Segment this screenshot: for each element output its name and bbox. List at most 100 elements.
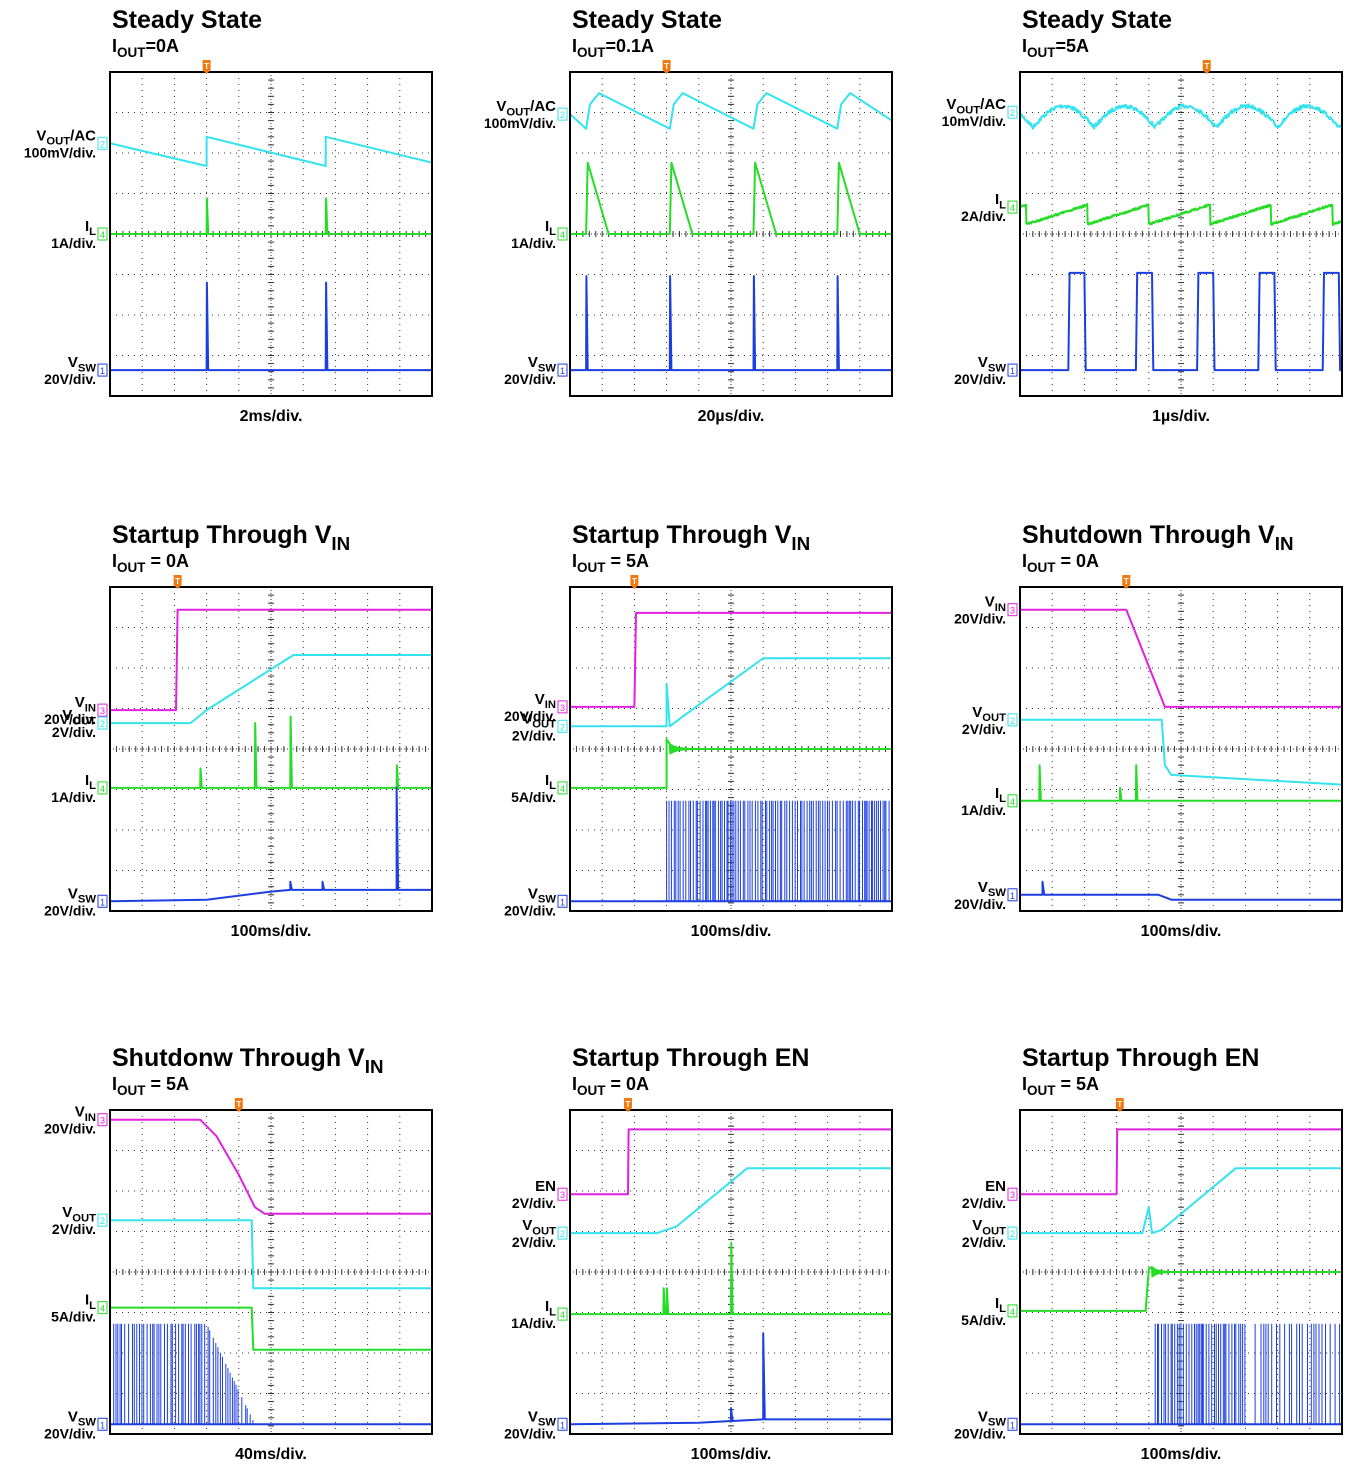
panel-subtitle: IOUT = 0A [112,551,189,575]
channel-name-subscript: OUT [532,1225,556,1237]
channel-name-subscript: L [549,1306,556,1318]
channel-name-main: V [36,127,46,144]
waveform [1020,1167,1342,1235]
panel-subtitle-suffix: = 0A [1056,551,1100,571]
channel-number: 2 [1010,1229,1015,1239]
panel-title-subscript: IN [365,1056,384,1077]
channel-badge [1007,713,1018,727]
channel-scale: 20V/div. [44,711,96,727]
channel-scale: 5A/div. [511,789,556,805]
panel-subtitle-main: I [572,1074,577,1094]
panel-subtitle-suffix: =5A [1056,36,1090,56]
channel-name: VIN [985,594,1006,614]
panel-title: Startup Through EN [572,1044,809,1072]
waveform [110,1118,432,1215]
screen-frame [109,586,433,912]
channel-name: IL [995,785,1006,805]
channel-name: EN [985,1178,1006,1195]
channel-scale: 100mV/div. [484,115,556,131]
waveform [570,738,892,789]
panel-title-main: Startup Through V [112,521,332,549]
channel-scale: 20V/div. [954,896,1006,912]
channel-name-subscript: IN [995,602,1006,614]
channel-number: 2 [1010,108,1015,118]
channel-scale: 20V/div. [504,371,556,387]
channel-name: VOUT [972,704,1006,724]
channel-name: IL [545,772,556,792]
channel-name: IL [85,1292,96,1312]
panel-subtitle: IOUT = 0A [572,1074,649,1098]
trigger-marker [202,60,211,74]
channel-badge [97,363,108,377]
channel-number: 1 [1010,366,1015,376]
scope-screen [109,71,433,397]
waveform [569,1332,892,1426]
switching-burst [666,800,893,902]
channel-name: VSW [528,354,557,374]
trigger-label: T [626,1100,631,1109]
screen-frame [569,71,893,397]
panel-title-subscript: IN [331,533,350,554]
channel-name-main: I [545,1298,549,1315]
switching-burst [1154,1323,1246,1425]
panel-subtitle-main: I [112,551,117,571]
channel-number: 4 [100,1304,105,1314]
waveform [109,135,433,167]
screen-frame [1019,71,1343,397]
channel-name: VIN [535,691,556,711]
channel-name-main: I [995,191,999,208]
channel-name-suffix: /AC [980,96,1006,113]
panel-title-main: Steady State [112,6,262,34]
waveform [570,1241,892,1316]
channel-scale: 2V/div. [52,724,96,740]
panel-title-main: Startup Through EN [1022,1044,1259,1072]
panel-subtitle: IOUT = 0A [1022,551,1099,575]
channel-number: 3 [100,1116,105,1126]
channel-name-main: V [496,98,506,115]
trigger-marker [662,60,671,74]
channel-name: VSW [978,879,1007,899]
trigger-marker [1122,575,1131,589]
panel-title: Steady State [112,6,262,34]
channel-scale: 2V/div. [962,721,1006,737]
channel-number: 1 [1010,891,1015,901]
panel-title: Shutdown Through VIN [1022,521,1293,554]
channel-scale: 1A/div. [961,802,1006,818]
waveform [1020,880,1342,901]
channel-name: IL [85,218,96,238]
channel-number: 3 [1010,1190,1015,1200]
channel-name-subscript: OUT [982,712,1006,724]
channel-name-subscript: OUT [46,135,70,147]
panel-subtitle-suffix: = 0A [146,551,190,571]
channel-name: VOUT [522,1217,556,1237]
panel-subtitle: IOUT = 5A [572,551,649,575]
trigger-marker [1115,1098,1124,1112]
channel-number: 2 [560,110,565,120]
channel-number: 3 [1010,606,1015,616]
channel-name-main: V [528,885,538,902]
channel-number: 1 [100,366,105,376]
channel-number: 4 [560,230,565,240]
panel-subtitle-main: I [1022,551,1027,571]
channel-name-subscript: OUT [982,1225,1006,1237]
panel-subtitle-subscript: OUT [1027,560,1056,575]
channel-name-main: V [528,1408,538,1425]
channel-name-subscript: L [549,780,556,792]
channel-name-subscript: L [89,780,96,792]
channel-badge [1007,603,1018,617]
channel-badge [557,227,568,241]
channel-name-subscript: L [89,1300,96,1312]
channel-badge [1007,200,1018,214]
channel-scale: 2V/div. [512,1195,556,1211]
channel-scale: 2V/div. [512,1234,556,1250]
waveform [570,1167,892,1235]
channel-number: 1 [560,1420,565,1430]
channel-name: VOUT [522,710,556,730]
panel-title-main: Startup Through EN [572,1044,809,1072]
panel-subtitle-suffix: = 5A [606,551,650,571]
timebase-label: 100ms/div. [1141,923,1222,940]
panel-title-main: Steady State [1022,6,1172,34]
panel-title-main: Steady State [572,6,722,34]
panel-title: Startup Through VIN [572,521,810,554]
